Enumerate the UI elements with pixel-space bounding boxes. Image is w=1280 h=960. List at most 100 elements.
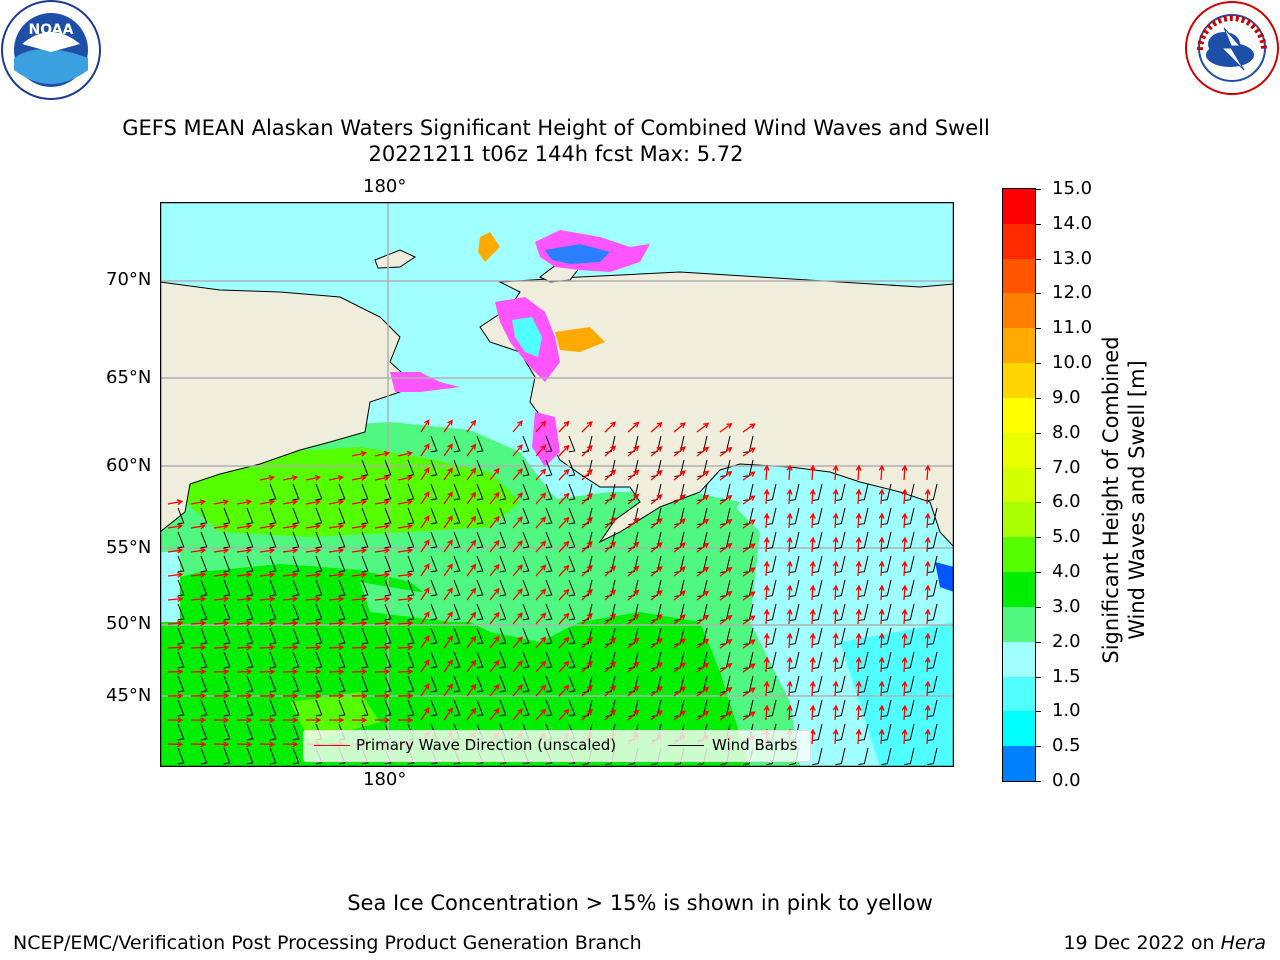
wave-arrow-head bbox=[246, 741, 253, 748]
wave-arrow-head bbox=[679, 590, 686, 597]
wave-arrow-head bbox=[200, 692, 207, 699]
wave-arrow-head bbox=[855, 680, 862, 687]
wind-barb bbox=[858, 723, 869, 742]
wind-barb bbox=[453, 507, 461, 525]
chart-title-line2: 20221211 t06z 144h fcst Max: 5.72 bbox=[368, 142, 744, 166]
wave-arrow-head bbox=[633, 565, 640, 572]
wind-barb bbox=[200, 699, 208, 717]
wave-direction-arrow bbox=[926, 513, 929, 529]
wind-barb bbox=[246, 507, 254, 525]
wind-barb bbox=[200, 747, 208, 765]
wind-barb bbox=[651, 579, 662, 598]
wave-direction-arrow bbox=[282, 500, 297, 505]
wave-arrow-head bbox=[610, 421, 617, 428]
wave-arrow-head bbox=[832, 728, 839, 735]
wave-arrow-head bbox=[855, 512, 862, 519]
wave-arrow-head bbox=[832, 608, 839, 615]
wave-direction-arrow bbox=[857, 657, 860, 673]
wave-arrow-head bbox=[406, 499, 414, 506]
wind-barb bbox=[582, 483, 593, 502]
wind-barb bbox=[628, 699, 639, 718]
wave-arrow-head bbox=[292, 692, 299, 699]
wind-barb bbox=[453, 579, 461, 597]
wave-arrow-head bbox=[269, 620, 276, 627]
wave-direction-arrow bbox=[581, 637, 593, 649]
wave-arrow-head bbox=[315, 717, 322, 724]
wind-barb bbox=[315, 507, 323, 525]
wave-direction-arrow bbox=[788, 657, 791, 673]
wave-arrow-head bbox=[633, 685, 640, 692]
wave-direction-arrow bbox=[627, 422, 639, 433]
wind-barb bbox=[338, 699, 346, 717]
wave-direction-arrow bbox=[880, 729, 883, 745]
wind-barb bbox=[430, 603, 438, 621]
wind-barb bbox=[292, 531, 300, 549]
wave-arrow-head bbox=[269, 668, 276, 675]
wind-barb bbox=[315, 627, 323, 645]
wave-direction-arrow bbox=[673, 710, 686, 721]
wave-arrow-head bbox=[901, 632, 908, 639]
wind-barb bbox=[522, 627, 530, 645]
wave-arrow-head bbox=[924, 680, 931, 687]
wave-direction-arrow bbox=[696, 686, 709, 697]
wave-direction-arrow bbox=[489, 660, 500, 673]
wave-direction-arrow bbox=[466, 444, 476, 457]
wave-arrow-head bbox=[447, 515, 453, 522]
wave-arrow-head bbox=[540, 516, 547, 523]
wind-barb bbox=[545, 699, 553, 717]
wave-arrow-head bbox=[855, 608, 862, 615]
wind-barb bbox=[605, 627, 616, 646]
wind-barb bbox=[881, 675, 892, 694]
wave-arrow-head bbox=[470, 515, 477, 522]
wave-direction-arrow bbox=[788, 561, 791, 577]
wave-arrow-head bbox=[679, 662, 686, 669]
wave-arrow-head bbox=[517, 708, 523, 715]
wave-direction-arrow bbox=[857, 681, 860, 697]
wave-arrow-head bbox=[726, 638, 733, 645]
wave-arrow-head bbox=[337, 475, 345, 481]
wind-barb bbox=[904, 579, 915, 598]
wave-arrow-head bbox=[749, 423, 756, 429]
wave-arrow-head bbox=[809, 488, 816, 495]
wind-barb bbox=[200, 603, 208, 621]
wave-arrow-head bbox=[176, 523, 184, 530]
wave-direction-arrow bbox=[190, 549, 205, 553]
wave-arrow-head bbox=[703, 566, 710, 573]
wave-direction-arrow bbox=[742, 615, 755, 625]
wave-arrow-head bbox=[878, 536, 885, 543]
wave-direction-arrow bbox=[512, 660, 523, 673]
wind-barb bbox=[269, 627, 277, 645]
wave-direction-arrow bbox=[719, 615, 732, 625]
wave-arrow-head bbox=[924, 464, 931, 471]
wind-barb bbox=[568, 603, 576, 621]
wind-barb bbox=[651, 555, 662, 574]
wave-direction-arrow bbox=[719, 663, 732, 673]
wave-direction-arrow bbox=[604, 541, 616, 553]
wave-direction-arrow bbox=[650, 662, 663, 673]
wave-arrow-head bbox=[786, 608, 793, 615]
wave-arrow-head bbox=[540, 660, 547, 667]
wave-arrow-head bbox=[726, 662, 733, 669]
wind-barb bbox=[927, 627, 938, 646]
wind-barb bbox=[545, 627, 553, 645]
wave-arrow-head bbox=[656, 493, 663, 500]
wave-direction-arrow bbox=[558, 589, 570, 601]
wave-arrow-head bbox=[855, 464, 862, 471]
wave-arrow-head bbox=[878, 728, 885, 735]
wave-arrow-head bbox=[610, 493, 617, 500]
wave-direction-arrow bbox=[443, 660, 453, 673]
wave-arrow-head bbox=[726, 422, 733, 429]
wave-arrow-head bbox=[563, 612, 570, 619]
wave-arrow-head bbox=[679, 422, 686, 429]
wave-direction-arrow bbox=[558, 421, 570, 433]
wave-direction-arrow bbox=[765, 465, 768, 481]
wind-barb bbox=[789, 699, 800, 718]
wind-barb bbox=[582, 507, 593, 526]
wave-arrow-head bbox=[246, 644, 253, 651]
wave-arrow-head bbox=[703, 638, 710, 645]
wave-direction-arrow bbox=[926, 729, 929, 745]
wave-arrow-head bbox=[406, 450, 413, 457]
wave-direction-arrow bbox=[811, 513, 814, 529]
wave-arrow-head bbox=[493, 587, 500, 595]
wind-barb bbox=[545, 603, 553, 621]
